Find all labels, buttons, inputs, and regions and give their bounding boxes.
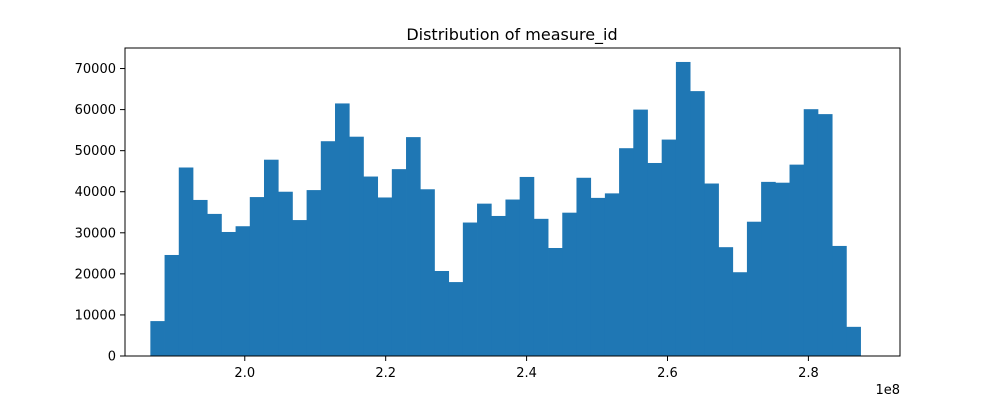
histogram-bar <box>562 212 577 356</box>
histogram-bar <box>178 167 194 356</box>
histogram-bar <box>718 247 734 356</box>
histogram-bar <box>661 139 677 356</box>
histogram-bar <box>477 203 492 356</box>
histogram-bar <box>391 169 407 356</box>
x-axis-offset-label: 1e8 <box>875 383 900 398</box>
histogram-bar <box>377 197 393 356</box>
y-tick-label: 10000 <box>75 308 116 323</box>
histogram-bar <box>406 137 421 356</box>
histogram-bar <box>505 199 521 356</box>
histogram-bar <box>732 272 748 356</box>
y-tick-label: 60000 <box>75 103 116 118</box>
y-tick-label: 0 <box>108 350 116 365</box>
histogram-bar <box>192 199 208 356</box>
histogram-bar <box>320 141 336 356</box>
histogram-bar <box>548 247 563 356</box>
histogram-bar <box>704 183 719 356</box>
histogram-bar <box>690 91 705 357</box>
x-tick-label: 2.6 <box>657 366 678 381</box>
histogram-bar <box>803 109 819 356</box>
histogram-bar <box>817 114 833 356</box>
x-tick-label: 2.0 <box>234 366 255 381</box>
histogram-bar <box>349 136 364 356</box>
histogram-bar <box>576 177 592 356</box>
chart-title: Distribution of measure_id <box>406 25 617 45</box>
y-tick-label: 70000 <box>75 62 116 77</box>
histogram-bar <box>775 182 790 356</box>
bars-layer <box>150 61 861 357</box>
histogram-bar <box>150 321 165 356</box>
histogram-bar <box>647 162 663 356</box>
histogram-bar <box>462 222 478 356</box>
histogram-bar <box>164 254 180 356</box>
x-tick-label: 2.4 <box>516 366 537 381</box>
histogram-bar <box>278 191 293 356</box>
histogram-bar <box>263 159 279 356</box>
y-tick-label: 40000 <box>75 185 116 200</box>
y-axis: 0 10000 20000 30000 40000 50000 60000 70000 <box>75 62 125 365</box>
histogram-bar <box>434 270 450 356</box>
histogram-bar <box>306 190 322 356</box>
histogram-bar <box>619 148 634 356</box>
x-tick-label: 2.2 <box>375 366 396 381</box>
x-tick-label: 2.8 <box>798 366 819 381</box>
histogram-bar <box>221 231 236 356</box>
y-tick-label: 30000 <box>75 226 116 241</box>
histogram-bar <box>491 215 506 356</box>
histogram-bar <box>448 282 464 356</box>
x-axis: 2.0 2.2 2.4 2.6 2.8 <box>234 356 819 381</box>
histogram-bar <box>675 61 691 356</box>
y-tick-label: 50000 <box>75 144 116 159</box>
histogram-bar <box>207 213 222 356</box>
histogram-bar <box>604 193 620 356</box>
histogram-bar <box>746 221 762 356</box>
histogram-bar <box>590 197 606 356</box>
histogram-bar <box>235 226 251 356</box>
histogram-bar <box>832 245 847 356</box>
plot-frame <box>124 47 901 357</box>
histogram-bar <box>420 189 435 356</box>
histogram-bar <box>633 109 648 356</box>
histogram-bar <box>292 220 308 356</box>
histogram-bar <box>533 218 549 356</box>
histogram-bar <box>363 176 379 356</box>
histogram-bar <box>789 164 805 356</box>
y-tick-label: 20000 <box>75 267 116 282</box>
histogram-bar <box>846 326 861 356</box>
histogram-bar <box>761 181 776 356</box>
histogram-bar <box>335 103 350 356</box>
histogram-bar <box>249 197 265 356</box>
histogram-bar <box>519 176 535 356</box>
